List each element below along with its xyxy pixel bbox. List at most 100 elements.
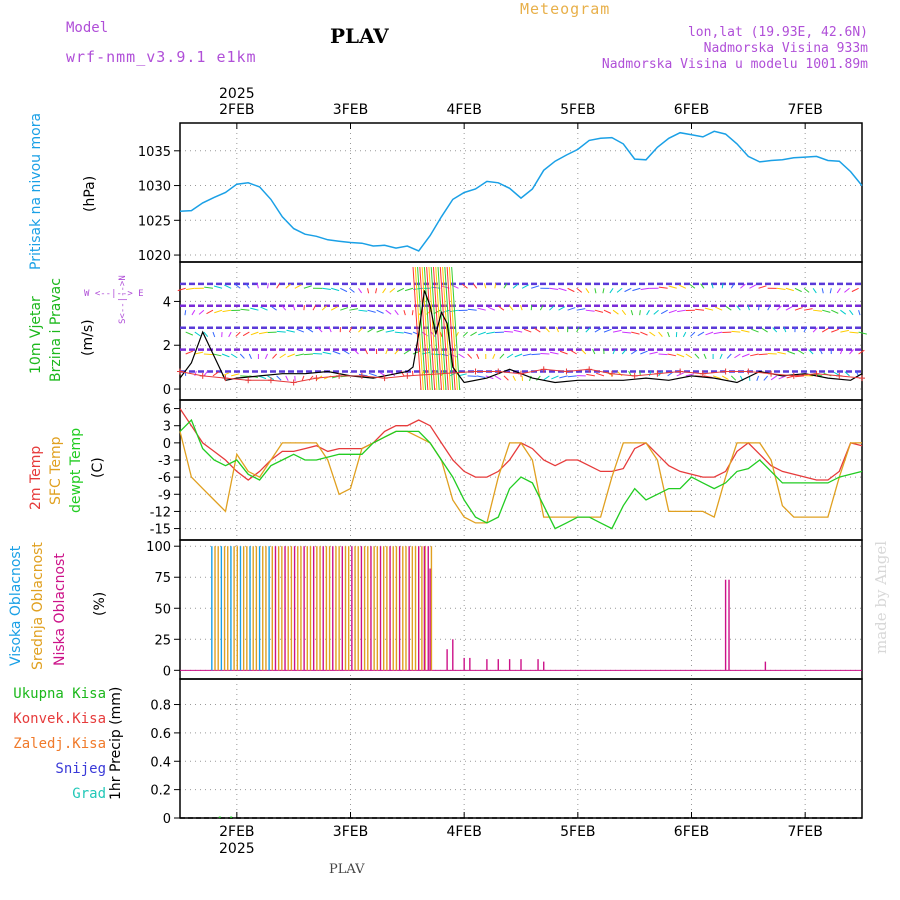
wind-barb [184,310,187,316]
wind-barb [385,309,392,315]
wind-barb [822,309,831,313]
wind-gust-marker [336,372,343,379]
wind-barb [640,287,650,291]
station-title: PLAV [330,24,389,48]
x-tick-label-bottom: 4FEB [446,824,481,840]
wind-barb [242,331,250,337]
wind-barb [648,370,652,377]
wind-barb [851,287,859,293]
wind-barb [462,283,468,289]
wind-barb [646,309,650,316]
wind-barb [419,266,429,391]
wind-barb [256,283,259,289]
wind-barb [203,371,208,377]
wind-barb [581,349,587,355]
wind-barb [695,308,705,311]
wind-barb [531,353,541,356]
meteogram-label: Meteogram [520,0,611,18]
y-tick-label: 0 [163,383,171,398]
wind-barb [741,353,750,358]
wind-barb [403,310,406,316]
wind-barb [836,288,841,294]
wind-barb [185,331,194,336]
wind-barb [725,305,732,311]
wind-gust-marker [768,370,775,377]
wind-barb [394,309,399,316]
wind-barb [448,266,458,391]
y-tick-label: 0.2 [150,784,171,799]
wind-barb [504,330,514,333]
y-tick-label: 3 [163,420,171,435]
wind-barb [476,353,480,360]
wind-barb [812,288,817,294]
y-tick-label: 1025 [138,214,171,229]
wind-barb [586,373,595,377]
wind-barb [567,375,577,378]
wind-barb [400,370,405,377]
wind-barb [576,327,580,333]
wind-gust-marker [358,372,365,379]
wind-barb [621,309,627,316]
wind-barb [617,371,623,377]
x-tick-label-top: 4FEB [446,102,481,118]
wind-barb [472,283,478,289]
wind-barb [812,327,818,333]
wind-barb [397,287,405,293]
wind-barb [549,287,559,291]
model-name: wrf-nmm_v3.9.1 e1km [66,48,257,66]
wind-barb [616,287,623,293]
wind-barb [287,353,295,358]
wind-barb [640,350,648,355]
wind-barb [258,331,268,335]
wind-barb [844,287,850,293]
y-tick-label: 25 [154,633,171,648]
wind-barb [412,350,421,355]
year-label-bottom: 2025 [219,841,255,857]
wind-barb [245,283,250,289]
wind-barb [212,353,222,357]
wind-barb [296,328,305,333]
wind-barb [317,327,323,333]
wind-barb [228,331,232,338]
wind-barb [412,266,422,391]
wind-barb [286,329,295,333]
y-tick-label: 0.8 [150,699,171,714]
wind-barb [403,349,410,355]
wind-gust-marker [608,370,615,377]
y-tick-label: 0 [163,812,171,827]
model-elevation-label: Nadmorska Visina u modelu 1001.89m [601,57,868,72]
wind-barb [367,309,376,313]
wind-barb [185,350,194,355]
wind-barb [821,327,829,333]
wind-barb [540,352,550,355]
wind-barb [539,305,544,311]
wind-barb [185,287,195,291]
wind-barb [521,284,529,289]
wind-barb [234,283,241,289]
wind-barb [214,309,223,314]
wind-barb [394,349,400,355]
wind-barb [403,331,413,335]
x-tick-label-bottom: 5FEB [560,824,595,840]
wind-gust-marker [563,368,570,375]
wind-barb [267,283,269,289]
wind-barb [609,288,614,294]
wind-gust-marker [790,372,797,379]
wind-barb [777,351,786,355]
wind-barb [576,287,583,293]
pressure-line [179,130,863,252]
wind-barb [435,266,445,391]
wind-barb [585,309,595,312]
wind-barb [585,288,590,294]
wind-barb [330,306,338,311]
wind-barb [612,309,619,315]
wind-barb [426,266,436,391]
wind-barb [631,331,640,335]
wind-barb [212,371,219,377]
wind-barb [840,309,847,315]
wind-barb [731,330,741,333]
wind-barb [348,327,353,333]
wind-barb [340,307,349,311]
wind-barb [358,288,363,294]
wind-barb [421,266,431,391]
